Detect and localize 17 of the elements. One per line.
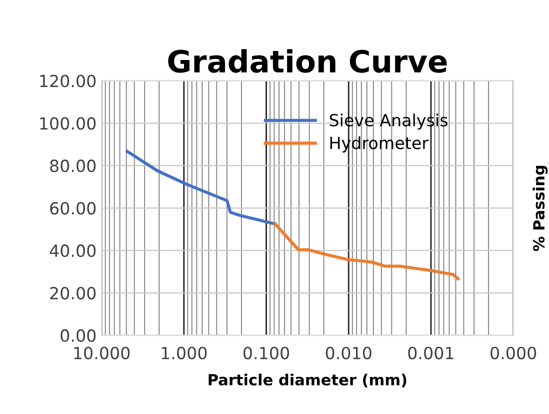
x-tick-label: 1.000 [162, 346, 207, 360]
y-axis-title: % Passing [532, 166, 548, 252]
x-tick-label: 0.010 [326, 346, 372, 360]
legend-label: Sieve Analysis [330, 114, 448, 130]
x-tick-label: 0.001 [408, 346, 454, 360]
x-tick-label: 10.000 [74, 346, 130, 360]
y-tick-label: 40.00 [50, 244, 96, 258]
y-tick-label: 0.00 [60, 329, 96, 342]
y-tick-label: 60.00 [50, 202, 96, 215]
y-tick-label: 20.00 [50, 286, 96, 300]
x-tick-label: 0.100 [244, 346, 290, 360]
x-axis-title: Particle diameter (mm) [208, 374, 406, 388]
x-tick-label: 0.000 [490, 346, 536, 360]
y-tick-label: 120.00 [40, 74, 96, 88]
y-tick-label: 80.00 [50, 160, 96, 172]
chart-title: Gradation Curve [168, 49, 447, 73]
y-tick-label: 100.00 [40, 117, 96, 130]
